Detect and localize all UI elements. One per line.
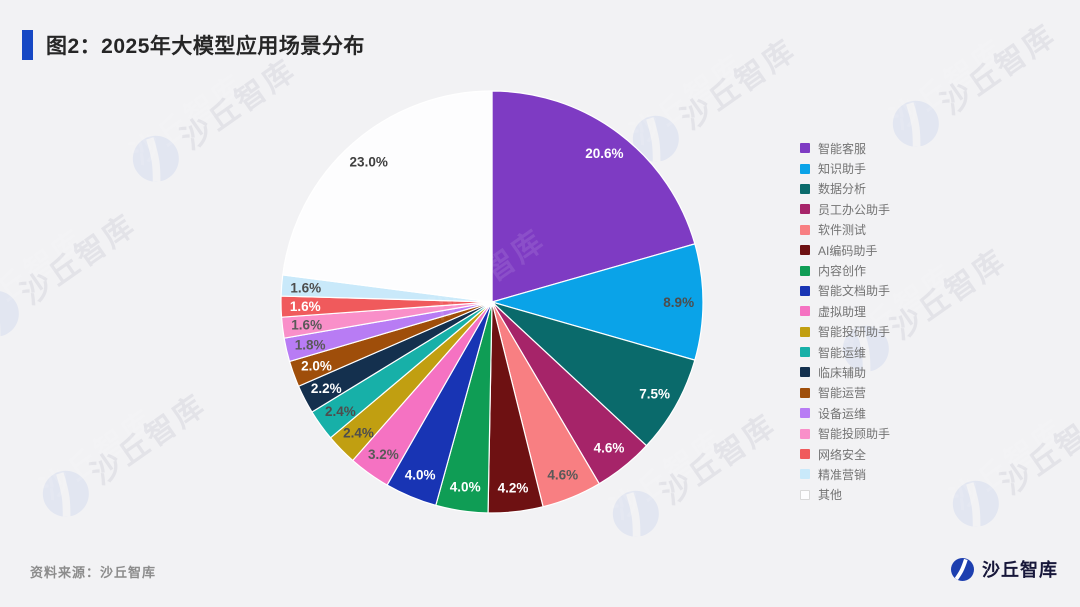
slice-label: 7.5% [639,387,670,402]
slice-label: 8.9% [663,295,694,310]
legend-item: 软件测试 [800,220,890,240]
legend-swatch [800,326,810,337]
legend-label: 临床辅助 [818,365,867,380]
slice-label: 4.6% [594,440,625,455]
legend-item: 知识助手 [800,158,890,178]
legend-swatch [800,183,810,194]
legend-label: 知识助手 [818,162,867,177]
brand-lockup: 沙丘智库 [951,556,1058,582]
legend-swatch [800,245,810,256]
pie-slice [282,90,493,303]
legend-swatch [800,285,810,296]
legend-label: AI编码助手 [818,243,878,258]
slice-label: 23.0% [350,155,388,170]
legend-label: 设备运维 [818,406,867,421]
slice-label: 1.6% [290,299,321,314]
figure-header: 图2：2025年大模型应用场景分布 [22,30,365,60]
slice-label: 3.2% [368,447,399,462]
legend-label: 精准营销 [818,467,867,482]
legend-swatch [800,449,810,460]
legend-label: 智能运维 [818,345,867,360]
legend-swatch [800,408,810,419]
legend-label: 数据分析 [818,182,867,197]
slice-label: 1.6% [290,280,321,295]
legend-label: 智能运营 [818,386,867,401]
legend-swatch [800,489,810,500]
legend-label: 智能投顾助手 [818,427,891,442]
legend-label: 智能客服 [818,141,867,156]
title-accent-bar [22,30,33,60]
legend-swatch [800,428,810,439]
legend-label: 智能文档助手 [818,284,891,299]
legend-label: 其他 [818,488,843,503]
slice-label: 1.6% [291,318,322,333]
legend-swatch [800,143,810,154]
legend-item: 智能文档助手 [800,281,890,301]
legend-item: 智能运维 [800,342,890,362]
slice-label: 4.2% [498,480,529,495]
legend-swatch [800,367,810,378]
legend-item: 其他 [800,485,890,505]
slice-label: 2.4% [325,404,356,419]
legend-label: 虚拟助理 [818,304,867,319]
legend-label: 内容创作 [818,264,867,279]
legend-item: 临床辅助 [800,362,890,382]
slice-label: 2.2% [311,381,342,396]
legend-item: 虚拟助理 [800,301,890,321]
slice-label: 20.6% [585,146,623,161]
legend-swatch [800,224,810,235]
legend-item: 数据分析 [800,179,890,199]
brand-logo-icon [951,557,974,581]
legend-swatch [800,265,810,276]
legend-item: 网络安全 [800,444,890,464]
legend-item: 精准营销 [800,464,890,484]
legend-swatch [800,306,810,317]
legend-label: 智能投研助手 [818,325,891,340]
legend-swatch [800,469,810,480]
pie-slice [491,301,696,447]
slice-label: 4.0% [405,467,436,482]
slice-label: 4.6% [547,468,578,483]
page-title: 图2：2025年大模型应用场景分布 [46,35,365,58]
pie-slice [491,243,704,361]
source-note: 资料来源：沙丘智库 [30,565,157,580]
legend-label: 软件测试 [818,223,867,238]
legend-item: 员工办公助手 [800,199,890,219]
legend-item: 智能投研助手 [800,322,890,342]
legend-swatch [800,387,810,398]
legend-item: AI编码助手 [800,240,890,260]
legend-item: 智能投顾助手 [800,423,890,443]
brand-name: 沙丘智库 [982,560,1058,580]
legend-swatch [800,347,810,358]
slice-label: 2.0% [301,359,332,374]
slice-label: 4.0% [450,480,481,495]
legend-item: 内容创作 [800,260,890,280]
legend: 智能客服知识助手数据分析员工办公助手 软件测试 AI编码助手 内容创作智能文档助手 虚拟… [800,138,890,505]
slice-label: 1.8% [295,337,326,352]
legend-label: 网络安全 [818,447,867,462]
legend-label: 员工办公助手 [818,202,891,217]
legend-swatch [800,163,810,174]
legend-item: 设备运维 [800,403,890,423]
pie-slice [491,90,696,303]
legend-item: 智能客服 [800,138,890,158]
legend-item: 智能运营 [800,383,890,403]
legend-swatch [800,204,810,215]
slice-label: 2.4% [343,425,374,440]
